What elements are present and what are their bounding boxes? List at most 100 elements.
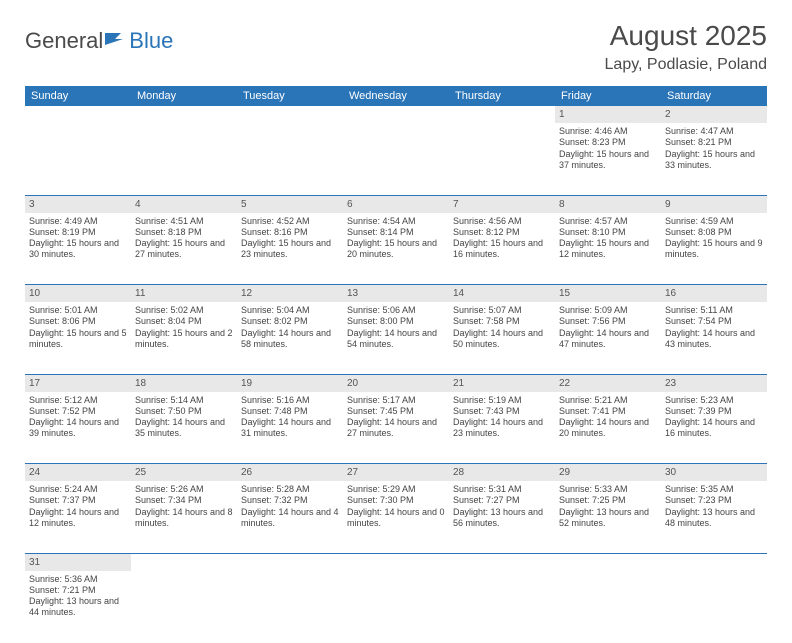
- day-detail-row: Sunrise: 5:24 AMSunset: 7:37 PMDaylight:…: [25, 481, 767, 553]
- day-details: Sunrise: 4:57 AMSunset: 8:10 PMDaylight:…: [559, 216, 657, 261]
- page-header: General Blue August 2025 Lapy, Podlasie,…: [25, 20, 767, 74]
- day-detail-cell: Sunrise: 5:07 AMSunset: 7:58 PMDaylight:…: [449, 302, 555, 374]
- day-number-cell: 17: [25, 374, 131, 392]
- day-details: Sunrise: 5:19 AMSunset: 7:43 PMDaylight:…: [453, 395, 551, 440]
- day-number-row: 24252627282930: [25, 464, 767, 482]
- day-detail-row: Sunrise: 5:36 AMSunset: 7:21 PMDaylight:…: [25, 571, 767, 643]
- day-number-cell: [25, 106, 131, 123]
- day-detail-cell: Sunrise: 5:09 AMSunset: 7:56 PMDaylight:…: [555, 302, 661, 374]
- day-number-row: 12: [25, 106, 767, 123]
- day-detail-cell: Sunrise: 5:29 AMSunset: 7:30 PMDaylight:…: [343, 481, 449, 553]
- day-details: Sunrise: 4:59 AMSunset: 8:08 PMDaylight:…: [665, 216, 763, 261]
- day-details: Sunrise: 5:12 AMSunset: 7:52 PMDaylight:…: [29, 395, 127, 440]
- day-detail-cell: Sunrise: 5:33 AMSunset: 7:25 PMDaylight:…: [555, 481, 661, 553]
- day-detail-cell: Sunrise: 5:02 AMSunset: 8:04 PMDaylight:…: [131, 302, 237, 374]
- day-number-cell: [237, 106, 343, 123]
- day-number-cell: 10: [25, 285, 131, 303]
- day-detail-cell: [237, 123, 343, 195]
- day-details: Sunrise: 5:07 AMSunset: 7:58 PMDaylight:…: [453, 305, 551, 350]
- day-header: Monday: [131, 86, 237, 106]
- day-number-cell: 16: [661, 285, 767, 303]
- day-detail-cell: Sunrise: 4:57 AMSunset: 8:10 PMDaylight:…: [555, 213, 661, 285]
- day-details: Sunrise: 4:49 AMSunset: 8:19 PMDaylight:…: [29, 216, 127, 261]
- day-detail-cell: Sunrise: 5:17 AMSunset: 7:45 PMDaylight:…: [343, 392, 449, 464]
- day-number-cell: [343, 553, 449, 571]
- month-title: August 2025: [605, 20, 767, 52]
- day-details: Sunrise: 5:16 AMSunset: 7:48 PMDaylight:…: [241, 395, 339, 440]
- day-detail-row: Sunrise: 4:46 AMSunset: 8:23 PMDaylight:…: [25, 123, 767, 195]
- day-number-cell: 12: [237, 285, 343, 303]
- day-detail-cell: Sunrise: 5:26 AMSunset: 7:34 PMDaylight:…: [131, 481, 237, 553]
- day-detail-cell: [343, 571, 449, 643]
- day-details: Sunrise: 5:14 AMSunset: 7:50 PMDaylight:…: [135, 395, 233, 440]
- day-detail-cell: Sunrise: 4:52 AMSunset: 8:16 PMDaylight:…: [237, 213, 343, 285]
- day-number-cell: 22: [555, 374, 661, 392]
- day-number-cell: 13: [343, 285, 449, 303]
- logo-flag-icon: [105, 31, 127, 52]
- day-number-row: 17181920212223: [25, 374, 767, 392]
- day-number-cell: 1: [555, 106, 661, 123]
- day-detail-cell: Sunrise: 4:49 AMSunset: 8:19 PMDaylight:…: [25, 213, 131, 285]
- logo: General Blue: [25, 28, 173, 54]
- day-detail-cell: [449, 123, 555, 195]
- day-detail-cell: [343, 123, 449, 195]
- day-number-cell: 18: [131, 374, 237, 392]
- day-detail-cell: Sunrise: 5:21 AMSunset: 7:41 PMDaylight:…: [555, 392, 661, 464]
- day-number-cell: 4: [131, 195, 237, 213]
- day-detail-cell: Sunrise: 5:23 AMSunset: 7:39 PMDaylight:…: [661, 392, 767, 464]
- day-header: Friday: [555, 86, 661, 106]
- day-details: Sunrise: 4:51 AMSunset: 8:18 PMDaylight:…: [135, 216, 233, 261]
- day-details: Sunrise: 4:46 AMSunset: 8:23 PMDaylight:…: [559, 126, 657, 171]
- day-number-cell: 29: [555, 464, 661, 482]
- day-number-cell: 9: [661, 195, 767, 213]
- day-detail-cell: [661, 571, 767, 643]
- day-detail-cell: Sunrise: 5:35 AMSunset: 7:23 PMDaylight:…: [661, 481, 767, 553]
- day-details: Sunrise: 4:52 AMSunset: 8:16 PMDaylight:…: [241, 216, 339, 261]
- day-detail-cell: [25, 123, 131, 195]
- day-number-cell: 2: [661, 106, 767, 123]
- day-number-cell: 20: [343, 374, 449, 392]
- day-detail-cell: [237, 571, 343, 643]
- header-right: August 2025 Lapy, Podlasie, Poland: [605, 20, 767, 74]
- day-number-cell: 24: [25, 464, 131, 482]
- day-details: Sunrise: 5:09 AMSunset: 7:56 PMDaylight:…: [559, 305, 657, 350]
- day-header: Thursday: [449, 86, 555, 106]
- day-details: Sunrise: 5:24 AMSunset: 7:37 PMDaylight:…: [29, 484, 127, 529]
- day-detail-cell: Sunrise: 5:36 AMSunset: 7:21 PMDaylight:…: [25, 571, 131, 643]
- day-number-cell: [237, 553, 343, 571]
- day-number-cell: 8: [555, 195, 661, 213]
- day-details: Sunrise: 4:47 AMSunset: 8:21 PMDaylight:…: [665, 126, 763, 171]
- day-detail-cell: Sunrise: 5:12 AMSunset: 7:52 PMDaylight:…: [25, 392, 131, 464]
- day-detail-row: Sunrise: 5:01 AMSunset: 8:06 PMDaylight:…: [25, 302, 767, 374]
- day-number-row: 10111213141516: [25, 285, 767, 303]
- day-detail-cell: Sunrise: 4:56 AMSunset: 8:12 PMDaylight:…: [449, 213, 555, 285]
- day-number-row: 31: [25, 553, 767, 571]
- day-number-cell: 6: [343, 195, 449, 213]
- logo-text-blue: Blue: [129, 28, 173, 54]
- day-number-cell: 15: [555, 285, 661, 303]
- day-details: Sunrise: 5:17 AMSunset: 7:45 PMDaylight:…: [347, 395, 445, 440]
- day-detail-cell: Sunrise: 4:54 AMSunset: 8:14 PMDaylight:…: [343, 213, 449, 285]
- day-detail-cell: Sunrise: 5:06 AMSunset: 8:00 PMDaylight:…: [343, 302, 449, 374]
- day-number-cell: 11: [131, 285, 237, 303]
- day-detail-cell: [449, 571, 555, 643]
- day-details: Sunrise: 5:01 AMSunset: 8:06 PMDaylight:…: [29, 305, 127, 350]
- day-number-cell: [131, 106, 237, 123]
- day-number-cell: 25: [131, 464, 237, 482]
- day-number-cell: [661, 553, 767, 571]
- location-text: Lapy, Podlasie, Poland: [605, 56, 767, 74]
- day-detail-row: Sunrise: 5:12 AMSunset: 7:52 PMDaylight:…: [25, 392, 767, 464]
- day-number-cell: [449, 553, 555, 571]
- day-header-row: Sunday Monday Tuesday Wednesday Thursday…: [25, 86, 767, 106]
- day-details: Sunrise: 5:23 AMSunset: 7:39 PMDaylight:…: [665, 395, 763, 440]
- day-number-cell: 28: [449, 464, 555, 482]
- day-details: Sunrise: 5:29 AMSunset: 7:30 PMDaylight:…: [347, 484, 445, 529]
- day-number-cell: 14: [449, 285, 555, 303]
- day-detail-cell: [555, 571, 661, 643]
- day-detail-cell: Sunrise: 5:16 AMSunset: 7:48 PMDaylight:…: [237, 392, 343, 464]
- day-detail-cell: Sunrise: 5:14 AMSunset: 7:50 PMDaylight:…: [131, 392, 237, 464]
- day-number-cell: 23: [661, 374, 767, 392]
- day-number-cell: 5: [237, 195, 343, 213]
- day-detail-cell: Sunrise: 4:46 AMSunset: 8:23 PMDaylight:…: [555, 123, 661, 195]
- day-detail-cell: Sunrise: 5:31 AMSunset: 7:27 PMDaylight:…: [449, 481, 555, 553]
